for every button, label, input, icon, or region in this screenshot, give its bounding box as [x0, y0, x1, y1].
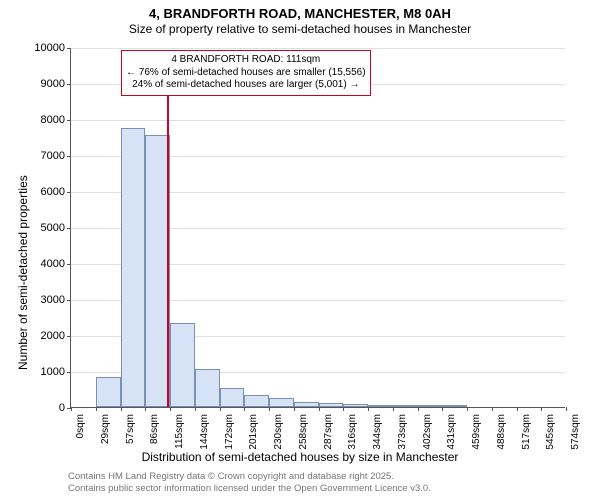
- ytick-label: 9000: [41, 78, 71, 90]
- xtick-mark: [343, 407, 344, 411]
- xtick-mark: [393, 407, 394, 411]
- histogram-bar: [343, 404, 368, 407]
- callout-line: 4 BRANDFORTH ROAD: 111sqm: [126, 54, 366, 67]
- histogram-bar: [442, 405, 467, 407]
- histogram-chart: 0100020003000400050006000700080009000100…: [70, 48, 565, 408]
- callout-line: 24% of semi-detached houses are larger (…: [126, 79, 366, 92]
- gridline: [71, 120, 565, 121]
- xtick-mark: [467, 407, 468, 411]
- xtick-mark: [492, 407, 493, 411]
- callout-line: ← 76% of semi-detached houses are smalle…: [126, 67, 366, 80]
- histogram-bar: [220, 388, 245, 407]
- histogram-bar: [418, 405, 443, 407]
- histogram-bar: [96, 377, 121, 407]
- histogram-bar: [368, 405, 393, 407]
- xtick-mark: [220, 407, 221, 411]
- x-axis-label: Distribution of semi-detached houses by …: [0, 450, 600, 464]
- histogram-bar: [269, 398, 294, 407]
- xtick-mark: [442, 407, 443, 411]
- footer-line-1: Contains HM Land Registry data © Crown c…: [68, 471, 431, 482]
- ytick-label: 6000: [41, 186, 71, 198]
- xtick-mark: [145, 407, 146, 411]
- histogram-bar: [170, 323, 195, 407]
- marker-line: [167, 89, 169, 407]
- ytick-label: 10000: [34, 42, 71, 54]
- histogram-bar: [393, 405, 418, 407]
- histogram-bar: [121, 128, 146, 407]
- ytick-label: 7000: [41, 150, 71, 162]
- xtick-mark: [294, 407, 295, 411]
- page-subtitle: Size of property relative to semi-detach…: [0, 21, 600, 36]
- footer-line-2: Contains public sector information licen…: [68, 483, 431, 494]
- ytick-label: 0: [59, 402, 71, 414]
- xtick-mark: [170, 407, 171, 411]
- xtick-mark: [195, 407, 196, 411]
- xtick-mark: [269, 407, 270, 411]
- footer-attribution: Contains HM Land Registry data © Crown c…: [68, 471, 431, 494]
- xtick-mark: [71, 407, 72, 411]
- xtick-mark: [121, 407, 122, 411]
- histogram-bar: [294, 402, 319, 407]
- histogram-bar: [244, 395, 269, 407]
- xtick-mark: [319, 407, 320, 411]
- xtick-mark: [418, 407, 419, 411]
- xtick-mark: [517, 407, 518, 411]
- xtick-mark: [244, 407, 245, 411]
- ytick-label: 3000: [41, 294, 71, 306]
- xtick-mark: [96, 407, 97, 411]
- xtick-mark: [368, 407, 369, 411]
- histogram-bar: [319, 403, 344, 407]
- gridline: [71, 48, 565, 49]
- page-title: 4, BRANDFORTH ROAD, MANCHESTER, M8 0AH: [0, 0, 600, 21]
- y-axis-label: Number of semi-detached properties: [16, 175, 30, 370]
- xtick-mark: [566, 407, 567, 411]
- ytick-label: 4000: [41, 258, 71, 270]
- ytick-label: 2000: [41, 330, 71, 342]
- histogram-bar: [195, 369, 220, 407]
- xtick-mark: [541, 407, 542, 411]
- ytick-label: 1000: [41, 366, 71, 378]
- callout-box: 4 BRANDFORTH ROAD: 111sqm← 76% of semi-d…: [121, 50, 371, 96]
- ytick-label: 5000: [41, 222, 71, 234]
- ytick-label: 8000: [41, 114, 71, 126]
